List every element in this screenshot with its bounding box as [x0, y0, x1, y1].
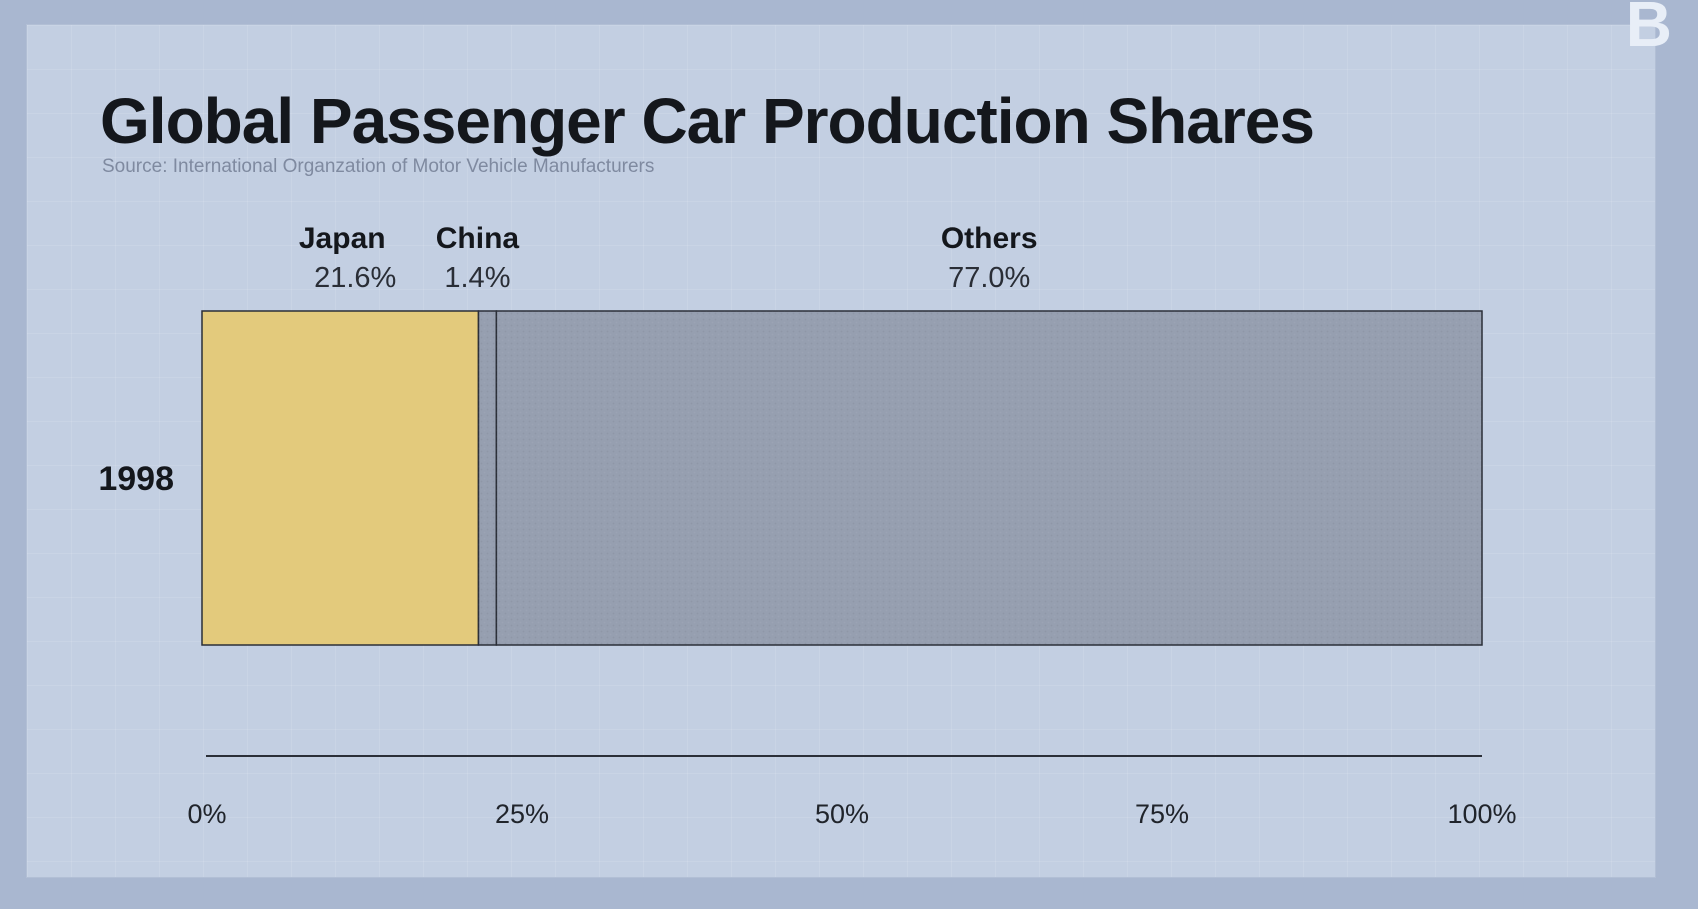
x-tick-label: 75%: [1135, 799, 1189, 829]
segment-name-japan: Japan: [299, 222, 386, 255]
brand-logo: B: [1625, 0, 1672, 60]
x-tick-label: 25%: [495, 799, 549, 829]
segment-name-others: Others: [941, 222, 1038, 255]
chart-title: Global Passenger Car Production Shares: [100, 85, 1315, 157]
bar-segment-china: [477, 310, 498, 646]
segment-name-china: China: [436, 222, 520, 255]
bar-segment-japan: [201, 310, 480, 646]
x-tick-label: 100%: [1447, 799, 1516, 829]
segment-value-japan: 21.6%: [314, 262, 396, 294]
segment-value-others: 77.0%: [948, 262, 1030, 294]
x-tick-label: 50%: [815, 799, 869, 829]
x-tick-label: 0%: [187, 799, 226, 829]
chart-source: Source: International Organzation of Mot…: [102, 156, 655, 177]
category-label: 1998: [98, 460, 174, 498]
segment-value-china: 1.4%: [444, 262, 510, 294]
bar-segment-others: [495, 310, 1483, 646]
